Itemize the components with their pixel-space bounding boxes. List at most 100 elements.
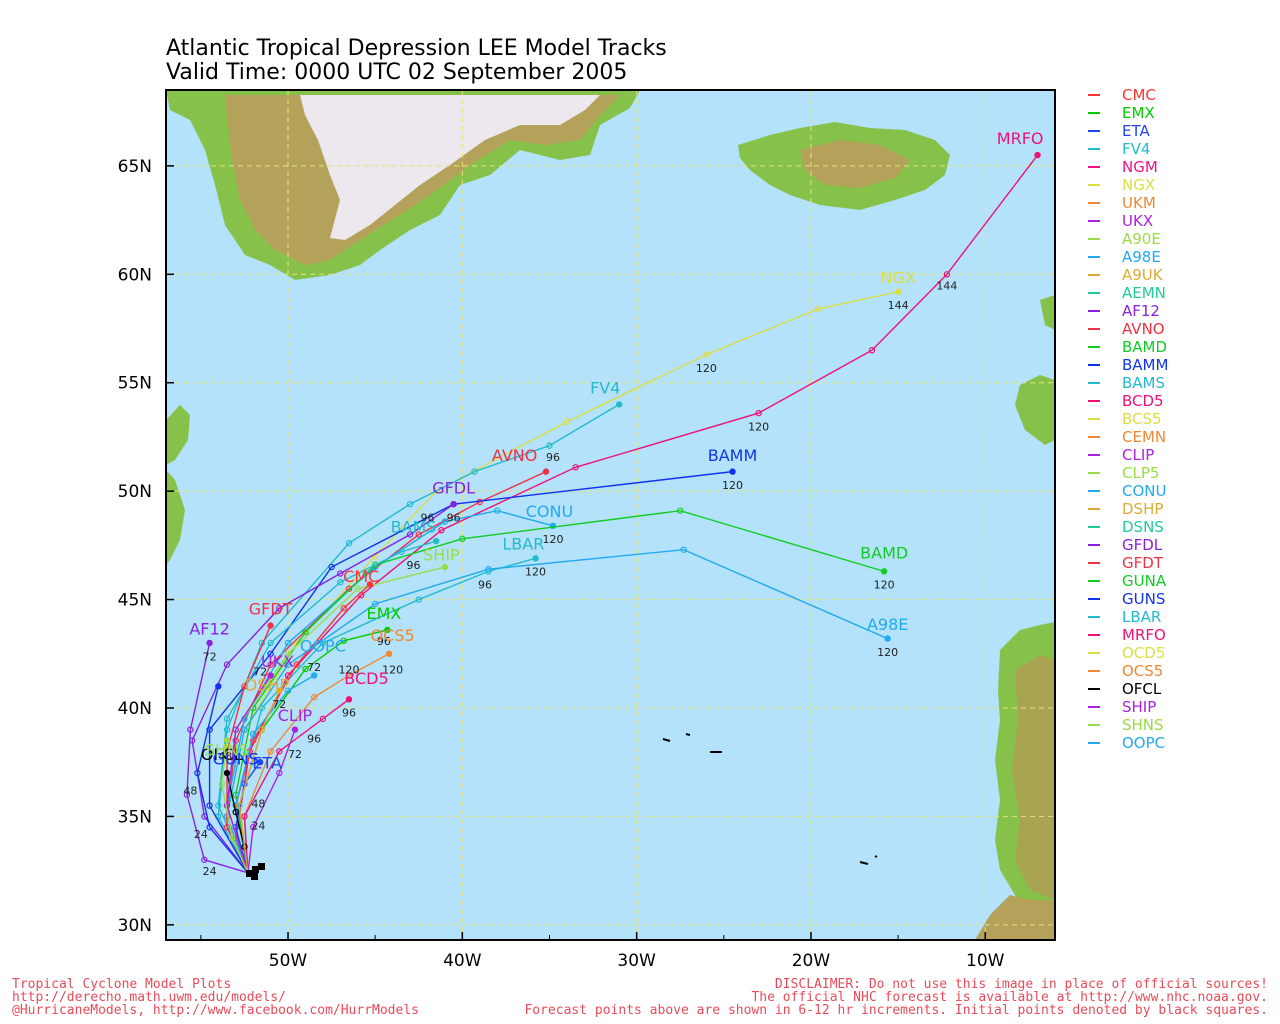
track-point <box>267 622 274 629</box>
track-point <box>384 626 391 634</box>
lat-lon-grid <box>166 90 1055 940</box>
legend-item-bamd: BAMD <box>1088 338 1168 356</box>
forecast-hour-label: 96 <box>546 451 560 464</box>
track-point <box>677 507 684 514</box>
legend-label: NGM <box>1122 158 1158 176</box>
legend-label: CEMN <box>1122 428 1167 446</box>
canada-landmass <box>166 470 185 565</box>
forecast-hour-label: 120 <box>748 420 769 433</box>
forecast-hour-label: 96 <box>447 512 461 525</box>
legend-item-ocs5: OCS5 <box>1088 662 1168 680</box>
forecast-hour-label: 72 <box>203 650 217 663</box>
forecast-hour-label: 96 <box>377 635 391 648</box>
track-point <box>680 546 687 553</box>
ireland-landmass <box>1015 375 1055 445</box>
track-point <box>218 780 225 788</box>
legend-label: BAMS <box>1122 374 1166 392</box>
legend-swatch <box>1088 436 1100 438</box>
track-point <box>398 548 405 556</box>
legend-item-bcs5: BCS5 <box>1088 410 1168 428</box>
map-frame <box>165 89 1056 941</box>
track-point <box>206 726 213 733</box>
track-label: CLIP <box>278 706 313 725</box>
track-label: BAMM <box>708 446 758 465</box>
legend-swatch <box>1088 166 1100 168</box>
greenland-ice <box>300 95 600 240</box>
track-label: CONU <box>526 502 573 521</box>
legend-label: CLIP <box>1122 446 1155 464</box>
track-point <box>241 813 248 820</box>
track-eta <box>235 761 261 873</box>
legend-swatch <box>1088 400 1100 402</box>
track-point <box>345 539 353 547</box>
forecast-hour-label: 120 <box>696 362 717 375</box>
legend-swatch <box>1088 112 1100 114</box>
track-point <box>371 561 379 569</box>
legend-swatch <box>1088 472 1100 474</box>
track-label: BAMS <box>391 517 437 536</box>
track-point <box>223 661 231 668</box>
track-point <box>755 409 762 417</box>
track-point <box>291 726 299 733</box>
legend-item-bams: BAMS <box>1088 374 1168 392</box>
track-point <box>232 802 239 809</box>
legend-label: DSNS <box>1122 518 1164 536</box>
forecast-hour-label: 144 <box>936 279 957 292</box>
track-point <box>206 802 213 809</box>
track-point <box>493 507 501 514</box>
track-bcd5 <box>243 698 350 873</box>
track-point <box>223 726 231 733</box>
track-point <box>814 305 822 313</box>
track-point <box>249 737 257 744</box>
legend-label: SHIP <box>1122 698 1157 716</box>
legend-item-lbar: LBAR <box>1088 608 1168 626</box>
legend-swatch <box>1088 220 1100 222</box>
track-point <box>215 802 222 809</box>
legend-item-dshp: DSHP <box>1088 500 1168 518</box>
lon-tick-label: 10W <box>966 951 1005 971</box>
legend-swatch <box>1088 670 1100 672</box>
track-point <box>319 715 327 723</box>
legend-label: DSHP <box>1122 500 1164 518</box>
track-label: OCS5 <box>371 626 415 645</box>
forecast-hour-label: 96 <box>420 512 434 525</box>
footer-site-url[interactable]: http://derecho.math.uwm.edu/models/ <box>12 990 286 1005</box>
forecast-hour-label: 24 <box>251 819 265 832</box>
lat-tick-label: 40N <box>118 699 152 719</box>
legend-label: ETA <box>1122 122 1150 140</box>
track-point <box>337 579 344 586</box>
legend-item-a90e: A90E <box>1088 230 1168 248</box>
legend-item-avno: AVNO <box>1088 320 1168 338</box>
forecast-hour-label: 72 <box>272 698 286 711</box>
track-point <box>206 639 213 647</box>
legend-swatch <box>1088 688 1100 690</box>
track-label: AVNO <box>492 446 537 465</box>
track-label: DSHP <box>245 676 290 695</box>
legend-label: AVNO <box>1122 320 1165 338</box>
track-label: CMC <box>343 567 379 586</box>
legend-item-guns: GUNS <box>1088 590 1168 608</box>
legend-label: NGX <box>1122 176 1156 194</box>
legend-item-oopc: OOPC <box>1088 734 1168 752</box>
track-point <box>415 531 422 538</box>
legend-item-aemn: AEMN <box>1088 284 1168 302</box>
track-point <box>542 468 550 475</box>
track-label: AF12 <box>189 619 230 638</box>
track-point <box>223 737 231 744</box>
track-point <box>194 769 201 777</box>
forecast-hour-label: 120 <box>722 479 743 492</box>
track-point <box>385 650 393 657</box>
track-af12 <box>186 642 249 874</box>
track-label: SHNS <box>205 741 249 760</box>
track-label: BAMD <box>860 543 908 562</box>
legend-item-clip: CLIP <box>1088 446 1168 464</box>
legend-item-fv4: FV4 <box>1088 140 1168 158</box>
legend-label: UKM <box>1122 194 1156 212</box>
track-point <box>249 824 257 831</box>
lon-tick-label: 50W <box>269 951 308 971</box>
footer-social[interactable]: @HurricaneModels, http://www.facebook.co… <box>12 1003 419 1018</box>
track-point <box>276 769 283 777</box>
legend-item-cemn: CEMN <box>1088 428 1168 446</box>
track-point <box>415 596 422 603</box>
track-point <box>187 726 194 733</box>
